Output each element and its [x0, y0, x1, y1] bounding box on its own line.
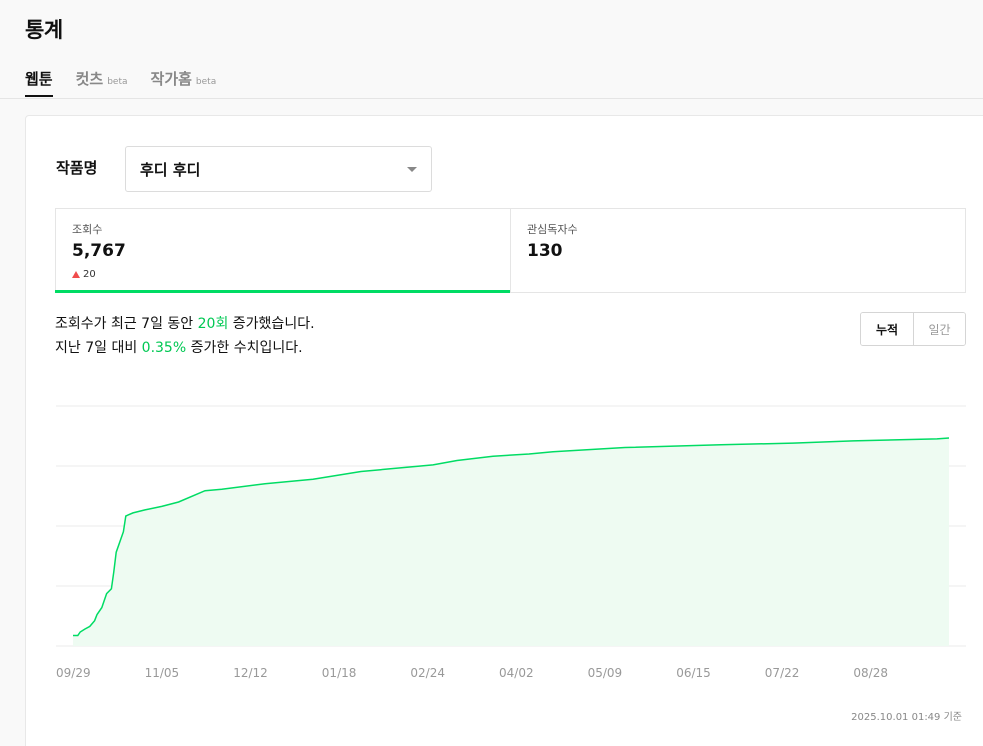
x-tick-label: 12/12 [233, 666, 268, 680]
x-tick-label: 09/29 [56, 666, 91, 680]
page-title: 통계 [25, 18, 63, 42]
work-select-value: 후디 후디 [140, 160, 201, 179]
tab-author-home[interactable]: 작가홈 beta [151, 68, 217, 97]
x-tick-label: 08/28 [853, 666, 888, 680]
daily-button[interactable]: 일간 [913, 313, 965, 345]
stats-card: 작품명 후디 후디 조회수 5,767 20 관심독자수 130 조회수가 최근… [25, 115, 983, 746]
stat-subscribers-label: 관심독자수 [527, 223, 578, 236]
x-tick-label: 02/24 [410, 666, 445, 680]
summary-line-1-prefix: 조회수가 최근 7일 동안 [55, 316, 198, 332]
work-label: 작품명 [56, 159, 98, 177]
stat-subscribers-value: 130 [527, 241, 563, 261]
summary-line-2-suffix: 증가한 수치입니다. [186, 340, 303, 356]
summary-line-1-suffix: 증가했습니다. [228, 316, 315, 332]
summary-line-1: 조회수가 최근 7일 동안 20회 증가했습니다. [55, 312, 315, 336]
x-tick-label: 05/09 [588, 666, 623, 680]
summary-line-2-prefix: 지난 7일 대비 [55, 340, 142, 356]
chart-mode-toggle: 누적 일간 [860, 312, 966, 346]
tab-cuts[interactable]: 컷츠 beta [76, 68, 128, 97]
tabs-divider [0, 98, 983, 99]
x-tick-label: 01/18 [322, 666, 357, 680]
stat-views-delta: 20 [72, 269, 494, 280]
summary-line-2-highlight: 0.35% [141, 340, 187, 356]
series-line [73, 437, 950, 637]
tab-webtoon-label: 웹툰 [25, 70, 53, 88]
summary-line-2: 지난 7일 대비 0.35% 증가한 수치입니다. [55, 336, 315, 360]
summary-line-1-highlight: 20회 [197, 316, 229, 332]
x-tick-label: 07/22 [765, 666, 800, 680]
views-chart: 09/29 11/05 12/12 01/18 02/24 04/02 05/09 06/15… [56, 405, 966, 680]
stat-tabs: 조회수 5,767 20 관심독자수 130 [55, 208, 966, 293]
caret-down-icon [407, 166, 417, 172]
stat-views-value: 5,767 [72, 241, 126, 261]
tab-author-home-label: 작가홈 [150, 70, 192, 88]
x-tick-label: 04/02 [499, 666, 534, 680]
tab-webtoon[interactable]: 웹툰 [25, 68, 53, 97]
cumulative-button[interactable]: 누적 [861, 313, 913, 345]
series-area [73, 438, 949, 646]
x-tick-label: 06/15 [676, 666, 711, 680]
triangle-up-icon [72, 271, 80, 278]
stat-views-delta-value: 20 [83, 269, 96, 280]
beta-badge: beta [195, 77, 217, 87]
tab-bar: 웹툰 컷츠 beta 작가홈 beta [25, 68, 239, 97]
stat-subscribers[interactable]: 관심독자수 130 [510, 209, 965, 292]
x-tick-label: 11/05 [145, 666, 180, 680]
stat-views[interactable]: 조회수 5,767 20 [55, 209, 510, 293]
timestamp: 2025.10.01 01:49 기준 [851, 712, 962, 723]
work-select[interactable]: 후디 후디 [125, 146, 432, 192]
tab-cuts-label: 컷츠 [75, 70, 104, 88]
beta-badge: beta [107, 77, 128, 87]
stat-views-label: 조회수 [72, 223, 103, 236]
summary-text: 조회수가 최근 7일 동안 20회 증가했습니다. 지난 7일 대비 0.35%… [55, 312, 315, 360]
